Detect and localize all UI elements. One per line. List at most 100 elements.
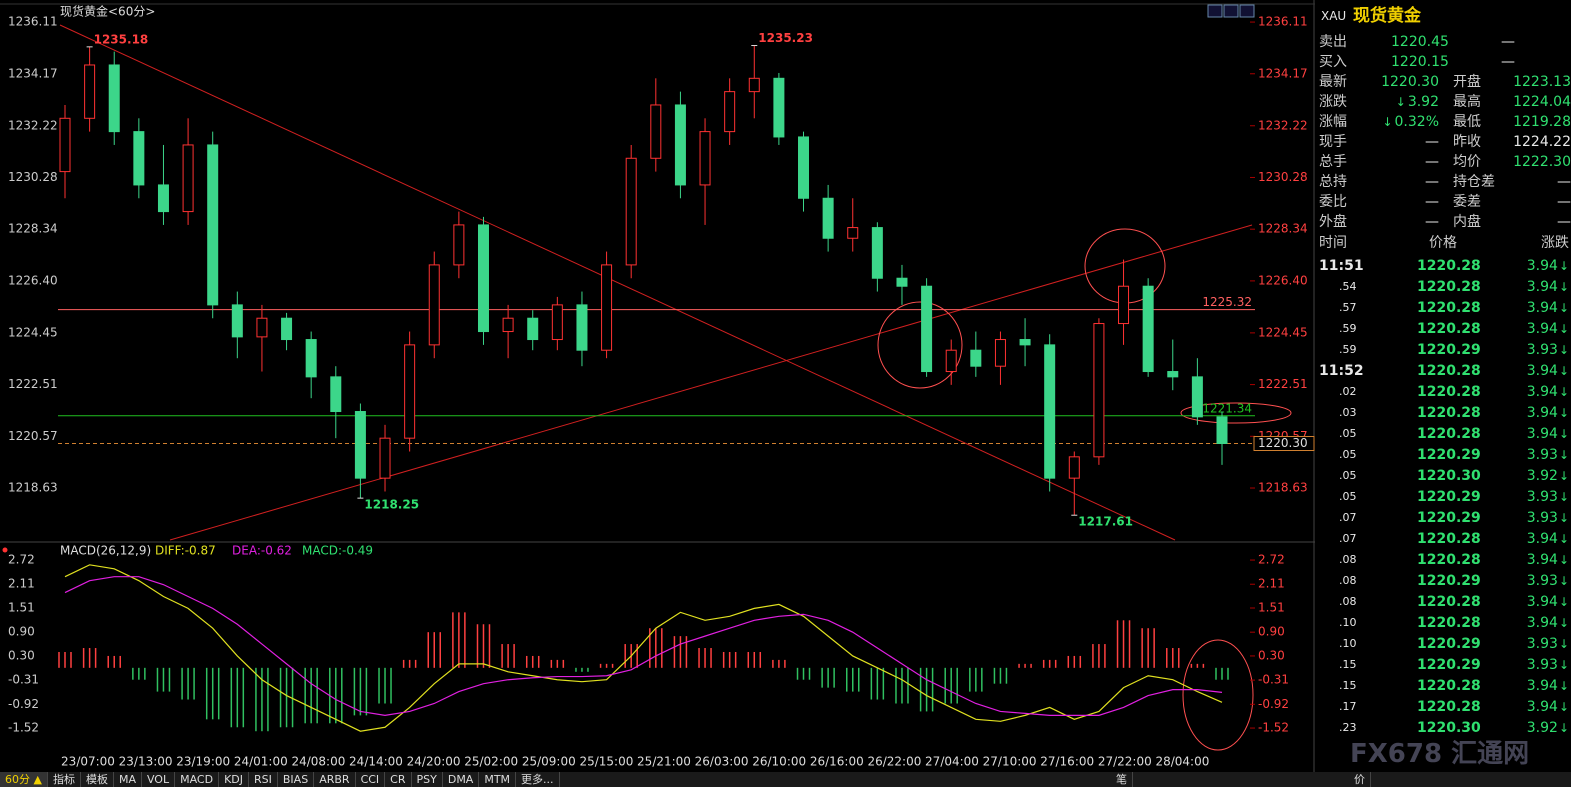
- side-tab[interactable]: 价: [1349, 772, 1371, 787]
- trade-time: .08: [1339, 595, 1357, 608]
- y-tick-label: 1232.22: [1258, 118, 1308, 132]
- label: 委差: [1453, 194, 1481, 210]
- toolbar-tab[interactable]: CR: [385, 772, 412, 787]
- trade-time: .54: [1339, 280, 1357, 293]
- trade-price: 1220.28: [1417, 279, 1481, 295]
- y-tick-label: 2.11: [1258, 577, 1285, 591]
- trade-price: 1220.28: [1417, 531, 1481, 547]
- candle-body: [1068, 456, 1080, 479]
- y-tick-label: 1224.45: [1258, 325, 1308, 339]
- window-buttons[interactable]: [1207, 4, 1255, 18]
- trade-row: 11:52 1220.28 3.94: [1317, 361, 1571, 381]
- trade-change: 3.93: [1527, 634, 1569, 654]
- toolbar-tab[interactable]: VOL: [142, 772, 176, 787]
- trade-time: 11:51: [1319, 258, 1364, 274]
- trade-change: 3.94: [1527, 382, 1569, 402]
- trade-row: .07 1220.28 3.94: [1317, 529, 1571, 549]
- highlight-circle: [1180, 402, 1292, 424]
- candle-body: [157, 184, 169, 213]
- period-selector[interactable]: 60分 ▲: [0, 772, 48, 787]
- y-tick-label: 1230.28: [1258, 170, 1308, 184]
- label: 总持: [1319, 174, 1347, 190]
- side-tab[interactable]: 笔: [1111, 772, 1133, 787]
- candle-body: [699, 131, 711, 186]
- trade-price: 1220.30: [1417, 468, 1481, 484]
- candle-body: [477, 224, 489, 333]
- candle-body: [847, 227, 859, 239]
- y-tick-label: 1228.34: [1258, 222, 1308, 236]
- label: 买入: [1319, 54, 1347, 70]
- value: 1224.04: [1513, 94, 1571, 110]
- candle-body: [1167, 371, 1179, 378]
- trade-row: .08 1220.29 3.93: [1317, 571, 1571, 591]
- y-tick-label: 0.30: [1258, 648, 1285, 662]
- trade-change: 3.93: [1527, 445, 1569, 465]
- trade-row: 11:51 1220.28 3.94: [1317, 256, 1571, 276]
- bid-ask-row: 卖出 1220.45 —: [1317, 32, 1571, 52]
- toolbar-tab[interactable]: 模板: [81, 772, 114, 787]
- toolbar-tab[interactable]: ARBR: [314, 772, 356, 787]
- x-tick-label: 26/10:00: [752, 755, 806, 769]
- price-mark-label: 1235.18: [94, 32, 149, 46]
- x-tick-label: 23/07:00: [61, 755, 115, 769]
- y-tick-label: 1228.34: [8, 222, 58, 236]
- trade-change: 3.94: [1527, 403, 1569, 423]
- x-tick-label: 28/04:00: [1155, 755, 1209, 769]
- trade-price: 1220.28: [1417, 405, 1481, 421]
- price-mark-label: 1218.25: [364, 498, 419, 512]
- candle-body: [921, 285, 933, 373]
- toolbar-tab[interactable]: 更多...: [516, 772, 560, 787]
- x-tick-label: 25/09:00: [522, 755, 576, 769]
- trade-change: 3.92: [1527, 466, 1569, 486]
- value: 3.92: [1396, 92, 1439, 112]
- toolbar-tab[interactable]: PSY: [412, 772, 443, 787]
- label: 最新: [1319, 74, 1347, 90]
- y-tick-label: 0.90: [1258, 625, 1285, 639]
- candle-body: [502, 317, 514, 333]
- label: 最低: [1453, 114, 1481, 130]
- button[interactable]: [1239, 4, 1255, 18]
- trade-row: .08 1220.28 3.94: [1317, 592, 1571, 612]
- stat-row: 总持 — 持仓差 —: [1317, 172, 1571, 192]
- trade-time: .05: [1339, 427, 1357, 440]
- button[interactable]: [1223, 4, 1239, 18]
- candle-body: [551, 304, 563, 341]
- toolbar-tab[interactable]: MACD: [175, 772, 220, 787]
- x-tick-label: 26/22:00: [867, 755, 921, 769]
- toolbar-tab[interactable]: MA: [114, 772, 142, 787]
- label: 开盘: [1453, 74, 1481, 90]
- bid-ask-row: 买入 1220.15 —: [1317, 52, 1571, 72]
- y-tick-label: -1.52: [8, 721, 39, 735]
- value: —: [1425, 174, 1439, 190]
- y-tick-label: 1.51: [8, 601, 35, 615]
- toolbar-tab[interactable]: CCI: [356, 772, 386, 787]
- toolbar-tab[interactable]: 指标: [48, 772, 81, 787]
- x-tick-label: 24/01:00: [234, 755, 288, 769]
- x-tick-label: 23/13:00: [119, 755, 173, 769]
- value: 1220.45: [1391, 34, 1449, 50]
- x-tick-label: 27/04:00: [925, 755, 979, 769]
- trade-price: 1220.29: [1417, 489, 1481, 505]
- toolbar-tab[interactable]: RSI: [249, 772, 278, 787]
- trade-price: 1220.28: [1417, 363, 1481, 379]
- trade-price: 1220.28: [1417, 699, 1481, 715]
- toolbar-tab[interactable]: BIAS: [278, 772, 315, 787]
- candle-body: [601, 264, 613, 351]
- trade-price: 1220.28: [1417, 426, 1481, 442]
- toolbar-tab[interactable]: KDJ: [219, 772, 250, 787]
- button[interactable]: [1207, 4, 1223, 18]
- column-header: 涨跌: [1541, 235, 1569, 251]
- x-tick-label: 25/15:00: [579, 755, 633, 769]
- symbol-name: 现货黄金: [1353, 6, 1421, 26]
- toolbar-tab[interactable]: MTM: [479, 772, 517, 787]
- chart-title: 现货黄金<60分>: [60, 4, 155, 19]
- candle-body: [108, 64, 120, 133]
- trades-header: 时间 价格 涨跌: [1317, 233, 1571, 253]
- watermark: FX678 汇通网: [1350, 739, 1530, 769]
- stat-row: 现手 — 昨收 1224.22: [1317, 132, 1571, 152]
- y-tick-label: -0.31: [8, 673, 39, 687]
- trend-line: [169, 224, 1253, 541]
- toolbar-tab[interactable]: DMA: [443, 772, 480, 787]
- trade-change: 3.94: [1527, 529, 1569, 549]
- y-tick-label: 2.11: [8, 577, 35, 591]
